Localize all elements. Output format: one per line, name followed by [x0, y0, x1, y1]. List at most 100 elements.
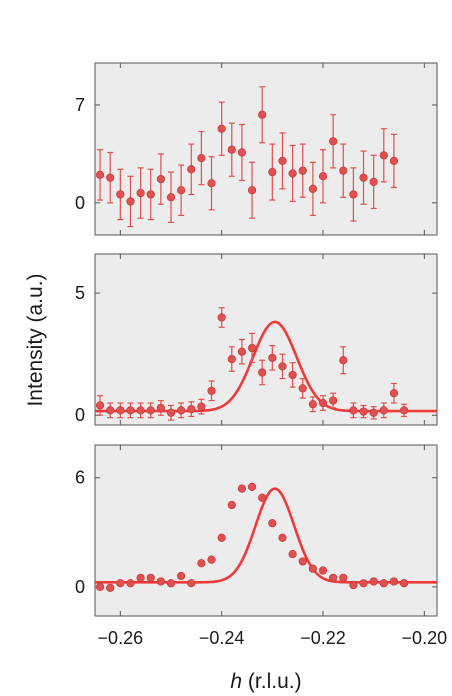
- data-point: [298, 384, 307, 393]
- data-point: [399, 406, 409, 415]
- y-tick-label: 0: [75, 405, 85, 425]
- data-point: [247, 482, 257, 491]
- data-point: [349, 406, 358, 415]
- data-point: [359, 579, 368, 588]
- data-point: [146, 190, 155, 199]
- data-point: [389, 389, 399, 398]
- data-point: [207, 179, 216, 188]
- data-point: [237, 484, 247, 493]
- data-point: [207, 555, 216, 564]
- data-point: [136, 188, 145, 198]
- data-point: [369, 408, 378, 417]
- data-point: [95, 170, 105, 179]
- data-point: [237, 148, 247, 157]
- y-tick-label: 5: [75, 283, 85, 303]
- data-point: [187, 579, 196, 588]
- data-point: [207, 386, 216, 395]
- y-tick-label: 6: [75, 468, 85, 488]
- data-point: [146, 406, 155, 415]
- data-point: [227, 145, 236, 154]
- data-point: [339, 166, 348, 175]
- data-point: [349, 580, 358, 590]
- data-point: [349, 190, 358, 199]
- data-point: [106, 406, 115, 415]
- data-point: [308, 184, 317, 193]
- data-point: [298, 166, 307, 175]
- data-point: [258, 368, 267, 377]
- panel-frame: [94, 253, 438, 426]
- data-point: [116, 579, 125, 588]
- y-axis-title: Intensity (a.u.): [24, 273, 47, 406]
- data-point: [329, 137, 338, 146]
- data-point: [318, 398, 328, 408]
- x-tick-label: −0.26: [98, 628, 144, 648]
- data-point: [95, 401, 105, 410]
- data-point: [318, 172, 328, 181]
- data-point: [217, 313, 226, 322]
- data-point: [116, 406, 125, 415]
- data-point: [106, 583, 115, 592]
- data-point: [187, 405, 196, 414]
- data-point: [379, 579, 388, 588]
- panel-frame: [94, 62, 438, 236]
- y-tick-label: 0: [75, 577, 85, 597]
- panel-frame: [94, 444, 438, 617]
- data-point: [136, 406, 145, 415]
- data-point: [187, 165, 196, 174]
- data-point: [146, 573, 155, 582]
- data-point: [329, 396, 338, 405]
- data-point: [379, 151, 388, 160]
- data-point: [278, 362, 287, 371]
- data-point: [318, 566, 328, 575]
- data-point: [359, 407, 368, 416]
- x-tick-label: −0.24: [199, 628, 245, 648]
- data-point: [369, 577, 378, 586]
- data-point: [136, 573, 145, 582]
- data-point: [288, 169, 297, 178]
- data-point: [166, 408, 176, 417]
- data-point: [288, 550, 297, 559]
- data-point: [217, 533, 226, 542]
- panel-2: 05: [75, 253, 438, 426]
- data-point: [217, 124, 226, 133]
- data-point: [116, 190, 125, 199]
- data-point: [126, 197, 135, 206]
- data-point: [369, 177, 378, 186]
- data-point: [197, 559, 206, 568]
- data-point: [166, 579, 176, 588]
- data-point: [389, 156, 399, 165]
- data-point: [237, 347, 247, 356]
- data-point: [389, 577, 399, 586]
- data-point: [156, 403, 165, 413]
- x-axis-title: h (r.l.u.): [230, 670, 301, 693]
- x-tick-label: −0.20: [402, 628, 448, 648]
- data-point: [95, 582, 105, 591]
- data-point: [126, 579, 135, 588]
- data-point: [268, 353, 277, 362]
- data-point: [339, 356, 348, 365]
- data-point: [308, 564, 317, 573]
- data-point: [379, 406, 388, 415]
- data-point: [258, 110, 267, 119]
- data-point: [177, 571, 186, 581]
- data-point: [247, 186, 257, 195]
- data-point: [247, 343, 257, 353]
- data-point: [197, 402, 206, 411]
- data-point: [268, 167, 277, 177]
- x-axis-variable: h: [230, 670, 242, 693]
- data-point: [156, 174, 165, 184]
- data-point: [278, 156, 287, 165]
- data-point: [166, 193, 176, 202]
- data-point: [177, 186, 186, 195]
- data-point: [298, 557, 307, 566]
- data-point: [258, 493, 267, 502]
- data-point: [308, 400, 317, 409]
- y-tick-label: 0: [75, 193, 85, 213]
- y-tick-label: 7: [75, 95, 85, 115]
- data-point: [227, 354, 236, 364]
- data-point: [268, 519, 277, 528]
- data-point: [329, 573, 338, 582]
- data-point: [197, 153, 206, 163]
- panel-1: 07: [75, 62, 438, 236]
